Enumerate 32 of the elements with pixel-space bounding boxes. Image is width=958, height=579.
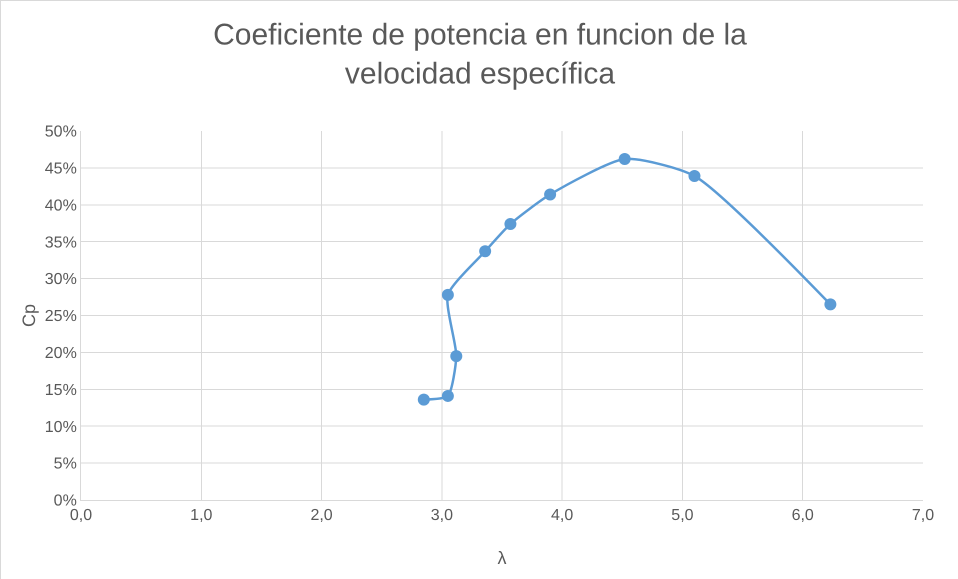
x-tick-label: 4,0 [551, 507, 574, 524]
chart-title: Coeficiente de potencia en funcion de la velocidad específica [213, 18, 748, 90]
y-tick-label: 10% [44, 418, 77, 436]
y-tick-label: 35% [44, 234, 77, 252]
y-axis-title: Cp [19, 304, 39, 328]
x-tick-label: 6,0 [792, 507, 814, 524]
x-tick-label: 7,0 [912, 507, 934, 524]
point [544, 188, 556, 200]
x-tick-label: 2,0 [310, 507, 333, 524]
point [450, 350, 462, 362]
x-tick-label: 5,0 [671, 507, 694, 524]
x-tick-label: 3,0 [430, 507, 454, 524]
y-tick-label: 45% [44, 160, 77, 178]
y-tick-label: 50% [44, 124, 77, 141]
y-tick-label: 0% [54, 492, 77, 510]
y-tick-label: 25% [44, 308, 77, 326]
y-tick-label: 40% [44, 197, 77, 214]
point [504, 218, 516, 230]
point [418, 394, 430, 406]
point [479, 245, 492, 258]
y-tick-label: 30% [44, 271, 77, 288]
x-tick-label: 0,0 [70, 507, 92, 524]
y-tick-label: 20% [44, 345, 77, 362]
point [688, 170, 700, 182]
x-axis-title: λ [498, 548, 506, 568]
point [824, 298, 836, 310]
point [618, 153, 631, 166]
y-tick-label: 15% [44, 382, 77, 399]
point [442, 390, 454, 402]
y-tick-label: 5% [54, 456, 77, 473]
x-tick-label: 1,0 [190, 507, 213, 524]
point [442, 288, 454, 301]
